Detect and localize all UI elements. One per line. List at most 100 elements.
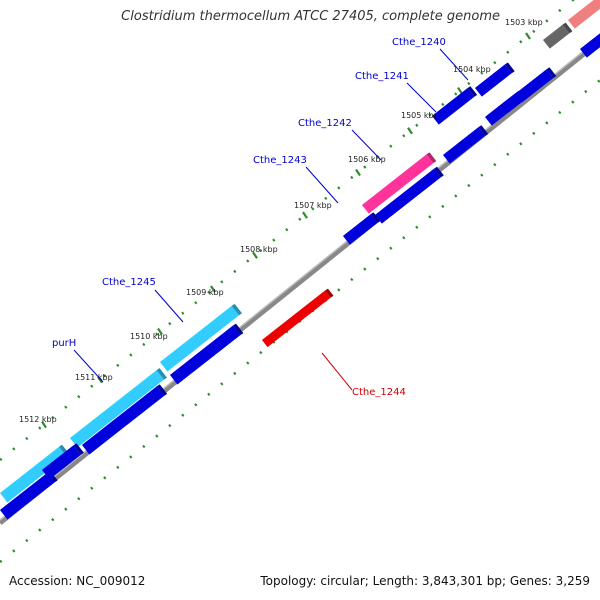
- outer-tick-dot: [454, 92, 458, 96]
- tick-label: 1510 kbp: [130, 332, 168, 341]
- leader-line: [439, 48, 469, 81]
- accession-text: Accession: NC_009012: [9, 574, 146, 588]
- outer-tick-dot: [90, 384, 94, 388]
- outer-tick-dot: [545, 19, 549, 23]
- inner-tick-dot: [129, 455, 133, 459]
- major-tick: [252, 251, 258, 259]
- inner-tick-dot: [532, 131, 536, 136]
- major-tick: [355, 168, 361, 177]
- cds-Cthe_1242: [362, 152, 437, 214]
- outer-tick-dot: [558, 8, 562, 13]
- cds-reverse: [375, 166, 444, 224]
- outer-tick-dot: [25, 436, 29, 441]
- cds-Cthe_1244: [262, 288, 334, 348]
- inner-tick-dot: [519, 142, 523, 146]
- inner-tick-dot: [389, 246, 393, 250]
- gene-label: Cthe_1242: [298, 118, 352, 129]
- inner-tick-dot: [571, 100, 575, 104]
- outer-tick-dot: [246, 259, 250, 263]
- tick-label: 1511 kbp: [75, 373, 113, 382]
- inner-tick-dot: [168, 423, 172, 428]
- inner-tick-track: [0, 79, 600, 564]
- inner-tick-dot: [246, 361, 250, 365]
- inner-tick-dot: [545, 121, 549, 125]
- inner-tick-dot: [51, 517, 55, 522]
- cds-reverse: [170, 323, 244, 385]
- outer-tick-dot: [51, 415, 55, 420]
- genome-summary-text: Topology: circular; Length: 3,843,301 bp…: [260, 574, 590, 588]
- cds-reverse: [443, 125, 489, 164]
- cds-Cthe_1245: [160, 303, 243, 372]
- outer-tick-track: [0, 0, 575, 462]
- inner-tick-dot: [467, 183, 471, 188]
- map-title: Clostridium thermocellum ATCC 27405, com…: [121, 9, 500, 24]
- gene-label: purH: [52, 338, 76, 349]
- inner-tick-dot: [142, 444, 146, 449]
- outer-tick-dot: [298, 217, 302, 221]
- outer-tick-dot: [571, 0, 575, 2]
- cds-reverse: [82, 384, 168, 455]
- cds-Cthe_1241: [432, 86, 478, 125]
- outer-tick-dot: [0, 457, 3, 462]
- inner-tick-dot: [558, 110, 562, 115]
- leader-line: [305, 166, 339, 204]
- major-tick: [457, 87, 463, 95]
- inner-tick-dot: [454, 194, 458, 198]
- outer-tick-dot: [12, 447, 16, 451]
- outer-tick-dot: [285, 228, 289, 232]
- outer-tick-dot: [38, 426, 42, 430]
- tick-label: 1504 kbp: [453, 65, 491, 74]
- major-tick: [41, 421, 47, 429]
- gene-labels: Cthe_1240 Cthe_1241 Cthe_1242 Cthe_1243 Cthe…: [52, 37, 446, 398]
- outer-tick-dot: [324, 196, 328, 201]
- outer-tick-dot: [493, 61, 497, 65]
- outer-tick-dot: [441, 102, 445, 107]
- major-tick: [210, 285, 216, 293]
- outer-tick-dot: [415, 123, 419, 127]
- inner-tick-dot: [259, 350, 263, 355]
- outer-tick-dot: [389, 144, 393, 148]
- outer-tick-dot: [233, 269, 237, 274]
- inner-tick-dot: [402, 236, 406, 240]
- outer-tick-dot: [363, 165, 367, 169]
- inner-tick-dot: [64, 507, 68, 511]
- feature-track: [0, 0, 600, 520]
- inner-tick-dot: [155, 434, 159, 438]
- inner-tick-dot: [597, 79, 600, 83]
- tick-label: 1509 kbp: [186, 288, 224, 297]
- inner-tick-dot: [441, 204, 445, 209]
- gene-label-leaders: [73, 48, 469, 391]
- outer-tick-dot: [194, 301, 198, 305]
- inner-tick-dot: [363, 267, 367, 271]
- outer-tick-dot: [259, 248, 263, 253]
- major-tick: [525, 32, 531, 40]
- tick-label: 1508 kbp: [240, 245, 278, 254]
- inner-tick-dot: [116, 465, 120, 470]
- outer-tick-dot: [428, 113, 432, 117]
- outer-tick-dot: [103, 374, 107, 378]
- outer-tick-dot: [168, 321, 172, 326]
- outer-tick-dot: [77, 395, 81, 399]
- leader-line: [351, 129, 382, 161]
- inner-tick-dot: [207, 392, 211, 396]
- leader-line: [154, 289, 184, 323]
- leader-line: [73, 349, 104, 383]
- inner-tick-dot: [194, 403, 198, 407]
- inner-tick-dot: [480, 173, 484, 177]
- inner-tick-dot: [415, 225, 419, 229]
- outer-tick-dot: [64, 405, 68, 409]
- outer-tick-dot: [155, 332, 159, 336]
- gene-label: Cthe_1241: [355, 71, 409, 82]
- outer-tick-dot: [181, 311, 185, 315]
- major-tick: [157, 327, 163, 336]
- outer-tick-dot: [480, 71, 484, 75]
- leader-line: [406, 82, 437, 113]
- outer-tick-dot: [506, 50, 510, 54]
- gene-label: Cthe_1240: [392, 37, 446, 48]
- cds-reverse: [515, 67, 557, 103]
- outer-tick-dot: [142, 342, 146, 347]
- major-tick: [302, 211, 308, 219]
- inner-tick-dot: [38, 528, 42, 532]
- outer-tick-dot: [350, 175, 354, 180]
- major-tick: [407, 127, 413, 135]
